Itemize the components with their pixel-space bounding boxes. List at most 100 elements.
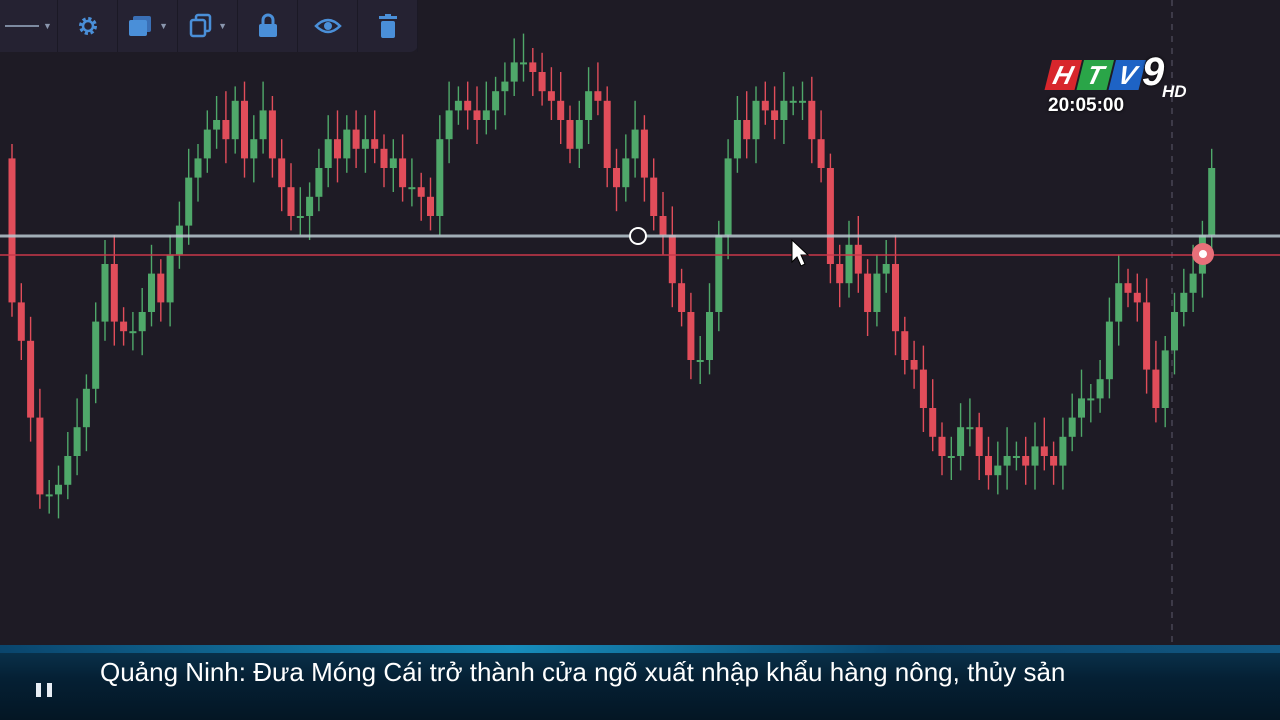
candle-body [120,321,128,332]
line-style-button[interactable]: ▼ [0,0,59,52]
logo-letter: V [1108,60,1146,90]
candle-body [631,129,639,159]
candle-body [157,273,165,303]
candle-body [8,158,16,303]
candle-body [957,427,965,456]
alert-marker-dot [1199,250,1207,258]
candle-body [36,417,44,495]
candle-body [706,312,713,360]
candle-body [873,273,881,312]
candlestick-chart[interactable] [0,0,1280,645]
channel-logo: H T V 9 HD 20:05:00 [1044,50,1208,120]
logo-hd: HD [1162,82,1187,101]
candle-body [287,187,295,216]
layer-button[interactable]: ▼ [118,0,179,52]
candle-body [808,100,816,140]
delete-button[interactable] [358,0,419,52]
chevron-down-icon: ▼ [218,21,227,31]
candle-body [845,244,853,284]
candle-body [399,158,407,188]
candle-body [389,158,397,168]
candle-body [529,62,537,72]
candle-body [361,139,369,149]
candle-body [761,100,769,111]
chevron-down-icon: ▼ [43,21,52,31]
candle-body [817,139,825,168]
candle-body [1105,321,1113,380]
candle-body [343,129,351,159]
candle-body [73,427,81,456]
candle-body [352,129,360,149]
candle-body [1012,456,1020,458]
candle-body [566,120,574,149]
ticker-mark-icon [36,683,58,697]
candle-body [148,273,155,312]
candle-body [231,100,239,140]
candle-body [1040,446,1048,456]
candle-body [213,120,221,130]
candle-body [64,456,72,485]
lock-button[interactable] [238,0,299,52]
candle-body [185,177,193,226]
candle-body [55,484,62,495]
candle-body [966,427,974,430]
gear-icon [78,17,97,35]
candle-body [594,91,602,101]
candle-body [1115,283,1123,322]
candle-body [259,110,267,140]
candle-body [864,273,872,312]
candle-body [296,216,304,218]
candle-body [1022,456,1030,466]
candle-body [799,100,806,103]
candle-body [622,158,630,188]
candle-body [771,110,779,120]
candle-body [585,91,593,120]
candle-body [557,100,565,120]
eye-icon [313,18,342,34]
candle-body [138,312,146,332]
channel-logo-letters: H T V [1044,60,1148,92]
candle-body [166,254,174,303]
candle-body [129,331,137,334]
candle-body [454,100,462,111]
candle-body [250,139,258,159]
candle-body [371,139,379,149]
candle-body [334,139,341,159]
candle-body [1031,446,1039,466]
candle-body [1161,350,1169,408]
copy-button[interactable]: ▼ [178,0,239,52]
candle-body [510,62,518,82]
candle-body [733,120,741,159]
candle-body [27,340,35,418]
logo-letter: H [1044,60,1082,90]
candle-body [547,91,555,101]
candle-body [724,158,732,236]
line-style-icon [5,25,40,27]
candle-body [1087,398,1095,401]
candle-body [315,168,323,197]
candle-body [110,264,118,322]
candle-body [268,110,276,159]
candle-body [1143,302,1151,370]
layer-icon [129,16,152,36]
candle-body [1096,379,1104,399]
candle-body [45,494,53,497]
candle-body [854,244,862,274]
candle-body [1059,436,1067,466]
candle-body [743,120,751,140]
cursor-pointer-icon [791,238,810,267]
candle-body [892,264,899,332]
drawing-toolbar: ▼ ▼ ▼ [0,0,419,52]
line-handle [629,227,647,245]
visibility-button[interactable] [298,0,359,52]
settings-button[interactable] [58,0,119,52]
candle-body [929,408,937,437]
candle-body [1124,283,1132,293]
candle-body [1003,456,1011,466]
candle-body [789,100,797,103]
candle-body [324,139,332,168]
candle-body [436,139,444,216]
candle-body [1050,456,1058,466]
candle-body [101,264,109,322]
candle-body [241,100,248,159]
